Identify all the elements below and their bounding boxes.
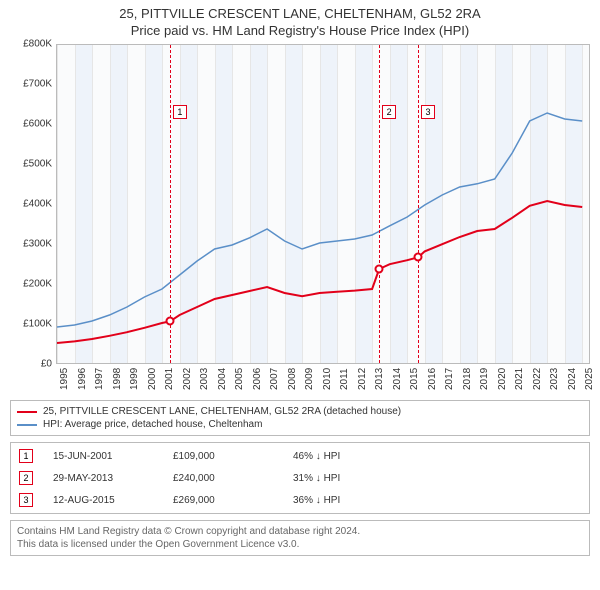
event-price: £269,000 — [173, 495, 293, 506]
x-tick-label: 2010 — [322, 368, 333, 390]
y-tick-label: £800K — [23, 39, 52, 50]
x-tick-label: 2011 — [339, 368, 350, 390]
event-diff: 46% ↓ HPI — [293, 451, 581, 462]
event-row: 3 12-AUG-2015£269,00036% ↓ HPI — [19, 493, 581, 507]
chart-title-line1: 25, PITTVILLE CRESCENT LANE, CHELTENHAM,… — [0, 6, 600, 21]
footnote-line1: Contains HM Land Registry data © Crown c… — [17, 525, 583, 538]
series-svg — [57, 45, 591, 365]
x-tick-label: 2016 — [427, 368, 438, 390]
x-tick-label: 2003 — [199, 368, 210, 390]
event-date: 15-JUN-2001 — [53, 451, 173, 462]
events-table: 1 15-JUN-2001£109,00046% ↓ HPI 2 29-MAY-201… — [10, 442, 590, 514]
legend-swatch — [17, 424, 37, 426]
x-tick-label: 1997 — [94, 368, 105, 390]
x-tick-label: 2008 — [287, 368, 298, 390]
event-date: 12-AUG-2015 — [53, 495, 173, 506]
x-tick-label: 2001 — [164, 368, 175, 390]
x-tick-label: 2005 — [234, 368, 245, 390]
event-marker-line — [418, 45, 419, 363]
x-tick-label: 1995 — [59, 368, 70, 390]
event-diff: 36% ↓ HPI — [293, 495, 581, 506]
chart-page: 25, PITTVILLE CRESCENT LANE, CHELTENHAM,… — [0, 0, 600, 590]
x-tick-label: 1996 — [77, 368, 88, 390]
y-axis-labels: £0£100K£200K£300K£400K£500K£600K£700K£80… — [10, 44, 56, 364]
x-tick-label: 2013 — [374, 368, 385, 390]
x-tick-label: 2002 — [182, 368, 193, 390]
event-marker-line — [170, 45, 171, 363]
event-marker-box: 1 — [173, 105, 187, 119]
legend-label: HPI: Average price, detached house, Chel… — [43, 419, 262, 430]
legend-swatch — [17, 411, 37, 413]
event-marker-box: 3 — [421, 105, 435, 119]
x-tick-label: 2018 — [462, 368, 473, 390]
event-id-box: 2 — [19, 471, 33, 485]
event-id-box: 3 — [19, 493, 33, 507]
x-axis-labels: 1995 1996 1997 1998 1999 2000 2001 2002 2003 2004… — [56, 364, 590, 394]
y-tick-label: £600K — [23, 119, 52, 130]
x-tick-label: 2014 — [392, 368, 403, 390]
x-tick-label: 2007 — [269, 368, 280, 390]
event-marker-line — [379, 45, 380, 363]
event-marker-dot — [414, 253, 423, 262]
event-row: 2 29-MAY-2013£240,00031% ↓ HPI — [19, 471, 581, 485]
event-row: 1 15-JUN-2001£109,00046% ↓ HPI — [19, 449, 581, 463]
x-tick-label: 2023 — [549, 368, 560, 390]
legend-row: HPI: Average price, detached house, Chel… — [17, 418, 583, 431]
footnote-box: Contains HM Land Registry data © Crown c… — [10, 520, 590, 556]
legend-box: 25, PITTVILLE CRESCENT LANE, CHELTENHAM,… — [10, 400, 590, 436]
series-price_paid — [57, 201, 582, 343]
event-marker-dot — [375, 265, 384, 274]
x-tick-label: 2004 — [217, 368, 228, 390]
x-tick-label: 2009 — [304, 368, 315, 390]
y-tick-label: £500K — [23, 159, 52, 170]
event-diff: 31% ↓ HPI — [293, 473, 581, 484]
y-tick-label: £100K — [23, 319, 52, 330]
chart-title-line2: Price paid vs. HM Land Registry's House … — [0, 23, 600, 38]
y-tick-label: £0 — [41, 359, 52, 370]
x-tick-label: 2025 — [584, 368, 595, 390]
legend-label: 25, PITTVILLE CRESCENT LANE, CHELTENHAM,… — [43, 406, 401, 417]
x-tick-label: 2017 — [444, 368, 455, 390]
event-price: £109,000 — [173, 451, 293, 462]
chart-area: £0£100K£200K£300K£400K£500K£600K£700K£80… — [10, 44, 590, 394]
plot-area: 1 2 3 — [56, 44, 590, 364]
x-tick-label: 1999 — [129, 368, 140, 390]
x-tick-label: 2022 — [532, 368, 543, 390]
event-date: 29-MAY-2013 — [53, 473, 173, 484]
y-tick-label: £400K — [23, 199, 52, 210]
x-tick-label: 1998 — [112, 368, 123, 390]
footnote-line2: This data is licensed under the Open Gov… — [17, 538, 583, 551]
x-tick-label: 2000 — [147, 368, 158, 390]
title-block: 25, PITTVILLE CRESCENT LANE, CHELTENHAM,… — [0, 0, 600, 40]
event-marker-dot — [165, 317, 174, 326]
event-marker-box: 2 — [382, 105, 396, 119]
y-tick-label: £700K — [23, 79, 52, 90]
x-tick-label: 2021 — [514, 368, 525, 390]
x-tick-label: 2024 — [567, 368, 578, 390]
x-tick-label: 2006 — [252, 368, 263, 390]
x-tick-label: 2020 — [497, 368, 508, 390]
x-tick-label: 2019 — [479, 368, 490, 390]
x-tick-label: 2012 — [357, 368, 368, 390]
x-tick-label: 2015 — [409, 368, 420, 390]
event-price: £240,000 — [173, 473, 293, 484]
y-tick-label: £300K — [23, 239, 52, 250]
series-hpi — [57, 113, 582, 327]
event-id-box: 1 — [19, 449, 33, 463]
legend-row: 25, PITTVILLE CRESCENT LANE, CHELTENHAM,… — [17, 405, 583, 418]
y-tick-label: £200K — [23, 279, 52, 290]
